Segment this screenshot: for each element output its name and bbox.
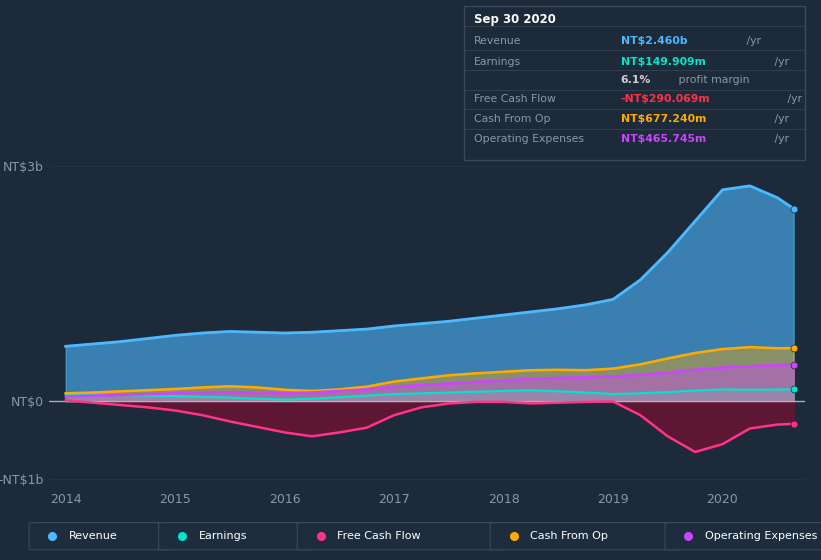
- Text: /yr: /yr: [770, 134, 788, 144]
- Text: NT$2.460b: NT$2.460b: [621, 36, 687, 46]
- FancyBboxPatch shape: [490, 522, 679, 550]
- Text: NT$465.745m: NT$465.745m: [621, 134, 706, 144]
- Text: Earnings: Earnings: [199, 531, 247, 541]
- Text: Revenue: Revenue: [69, 531, 118, 541]
- Text: NT$677.240m: NT$677.240m: [621, 114, 706, 124]
- Text: /yr: /yr: [743, 36, 761, 46]
- FancyBboxPatch shape: [158, 522, 311, 550]
- Text: Operating Expenses: Operating Expenses: [474, 134, 584, 144]
- Text: Operating Expenses: Operating Expenses: [705, 531, 818, 541]
- FancyBboxPatch shape: [665, 522, 821, 550]
- Text: 6.1%: 6.1%: [621, 74, 651, 85]
- Text: Revenue: Revenue: [474, 36, 521, 46]
- Text: -NT$290.069m: -NT$290.069m: [621, 94, 710, 104]
- Text: Earnings: Earnings: [474, 57, 521, 67]
- Text: Free Cash Flow: Free Cash Flow: [474, 94, 556, 104]
- Text: Cash From Op: Cash From Op: [474, 114, 551, 124]
- Text: Cash From Op: Cash From Op: [530, 531, 608, 541]
- Text: /yr: /yr: [770, 57, 788, 67]
- FancyBboxPatch shape: [297, 522, 504, 550]
- FancyBboxPatch shape: [29, 522, 172, 550]
- Text: /yr: /yr: [770, 114, 788, 124]
- Text: profit margin: profit margin: [675, 74, 750, 85]
- Text: NT$149.909m: NT$149.909m: [621, 57, 705, 67]
- Text: Sep 30 2020: Sep 30 2020: [474, 13, 556, 26]
- Text: Free Cash Flow: Free Cash Flow: [337, 531, 421, 541]
- Text: /yr: /yr: [784, 94, 802, 104]
